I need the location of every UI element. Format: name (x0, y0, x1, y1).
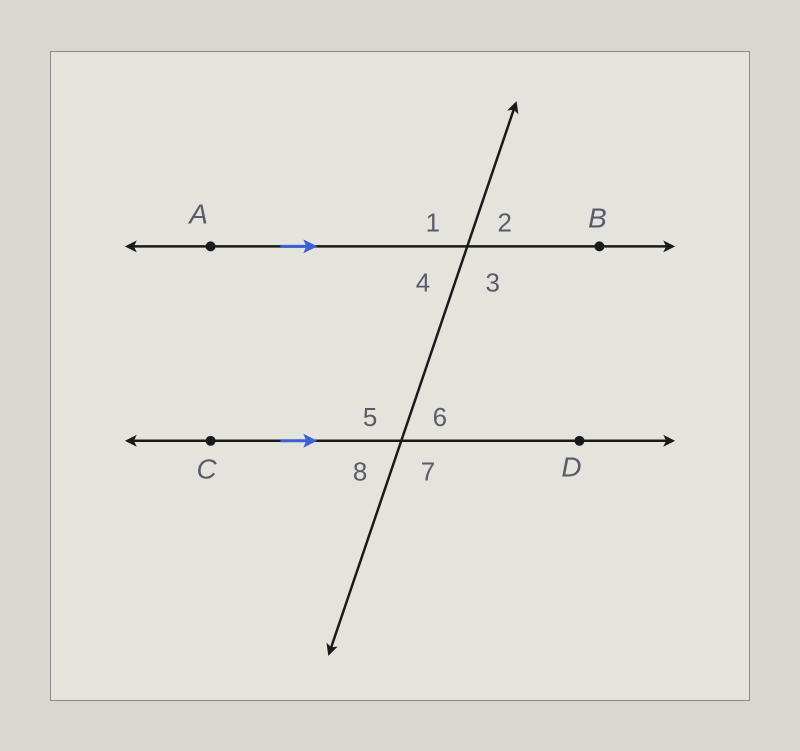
label-b: B (588, 202, 607, 233)
label-c: C (197, 453, 218, 484)
angle-8: 8 (353, 458, 367, 486)
label-d: D (561, 451, 581, 482)
angle-2: 2 (497, 209, 511, 237)
angle-1: 1 (426, 209, 440, 237)
angle-3: 3 (486, 269, 500, 297)
point-a (206, 241, 216, 251)
diagram-svg: A B C D 1 2 3 4 5 6 7 8 (51, 52, 749, 700)
angle-6: 6 (433, 403, 447, 431)
geometry-diagram: A B C D 1 2 3 4 5 6 7 8 (50, 51, 750, 701)
angle-4: 4 (416, 269, 430, 297)
point-b (594, 241, 604, 251)
label-a: A (187, 198, 208, 229)
point-c (206, 435, 216, 445)
point-d (574, 435, 584, 445)
transversal-line (330, 106, 514, 649)
angle-7: 7 (421, 458, 435, 486)
angle-5: 5 (363, 403, 377, 431)
